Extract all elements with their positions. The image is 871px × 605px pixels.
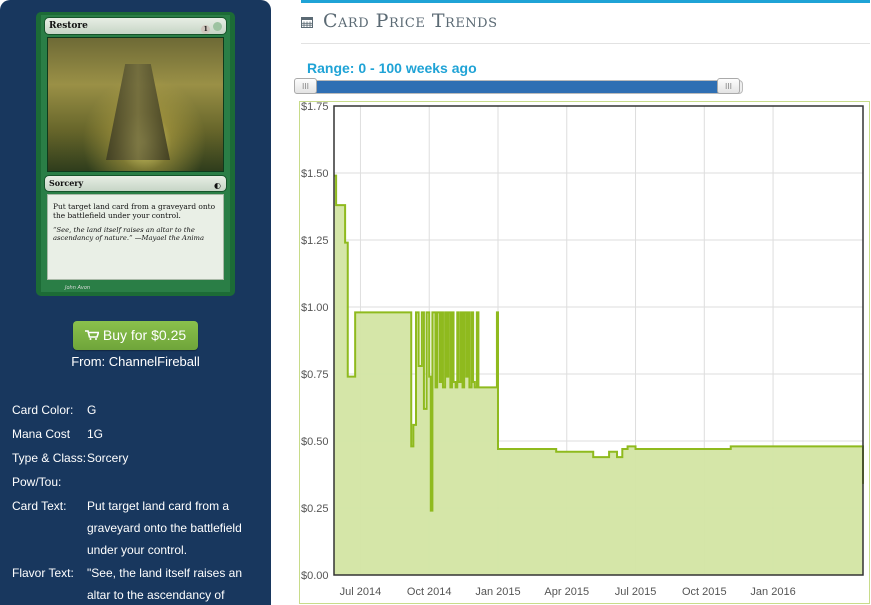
- detail-label: Pow/Tou:: [12, 475, 62, 489]
- detail-value: 1G: [87, 427, 104, 441]
- x-tick-label: Jan 2016: [750, 586, 795, 598]
- card-text-box: Put target land card from a graveyard on…: [47, 194, 224, 280]
- set-symbol-icon: ◐: [214, 180, 221, 190]
- x-tick-label: Oct 2015: [682, 586, 727, 598]
- card-frame: Restore 1 Sorcery ◐ Put target land card…: [41, 15, 230, 292]
- y-tick-label: $0.25: [301, 503, 329, 515]
- x-tick-label: Jul 2015: [615, 586, 657, 598]
- card-type-line: Sorcery ◐: [44, 175, 227, 192]
- detail-value: Sorcery: [87, 451, 129, 465]
- section-title-text: Card Price Trends: [323, 10, 498, 32]
- x-tick-label: Jan 2015: [475, 586, 520, 598]
- card-title-bar: Restore 1: [44, 17, 227, 35]
- detail-label: Type & Class:: [12, 451, 87, 465]
- card-flavor-text: “See, the land itself raises an altar to…: [53, 226, 205, 242]
- y-tick-label: $1.75: [301, 101, 329, 113]
- cart-icon: [84, 330, 99, 341]
- green-mana-symbol: [213, 22, 222, 31]
- section-title: Card Price Trends: [301, 10, 498, 32]
- x-tick-label: Apr 2015: [544, 586, 589, 598]
- y-tick-label: $0.50: [301, 436, 329, 448]
- y-tick-label: $1.25: [301, 235, 329, 247]
- detail-value: Put target land card from a graveyard on…: [87, 499, 242, 557]
- detail-value: "See, the land itself raises an altar to…: [87, 566, 243, 602]
- range-slider[interactable]: III III: [294, 78, 743, 94]
- detail-row-card-text: Card Text: Put target land card from a g…: [12, 494, 262, 561]
- range-label: Range: 0 - 100 weeks ago: [307, 60, 477, 76]
- vendor-label: From: ChannelFireball: [71, 354, 200, 369]
- card-art: [47, 37, 224, 172]
- plot-border: [333, 105, 864, 576]
- generic-mana-symbol: 1: [201, 25, 211, 34]
- price-line: [334, 174, 864, 512]
- detail-row-type: Type & Class: Sorcery: [12, 446, 262, 470]
- detail-label: Mana Cost: [12, 427, 71, 441]
- card-name: Restore: [49, 21, 88, 31]
- card-art-tower: [106, 64, 170, 160]
- range-slider-start-handle[interactable]: III: [294, 78, 317, 94]
- accent-bar: [301, 0, 870, 3]
- detail-label: Card Color:: [12, 403, 74, 417]
- detail-value: G: [87, 403, 97, 417]
- detail-row-color: Card Color: G: [12, 398, 262, 422]
- detail-label: Card Text:: [12, 499, 67, 513]
- price-area: [334, 175, 863, 575]
- buy-button-label: Buy for $0.25: [102, 327, 187, 343]
- price-chart: $0.00 $0.25 $0.50 $0.75 $1.00 $1.25 $1.50 $1.75…: [299, 101, 870, 604]
- x-tick-label: Oct 2014: [407, 586, 452, 598]
- card-type: Sorcery: [49, 178, 84, 188]
- buy-button[interactable]: Buy for $0.25: [73, 321, 198, 350]
- detail-row-pow-tou: Pow/Tou:: [12, 470, 262, 494]
- detail-row-flavor-text: Flavor Text: "See, the land itself raise…: [12, 561, 262, 605]
- calendar-icon: [301, 17, 313, 28]
- card-artist: John Avon: [65, 285, 91, 291]
- card-details: Card Color: G Mana Cost 1G Type & Class:…: [12, 398, 262, 605]
- y-tick-label: $1.00: [301, 302, 329, 314]
- range-slider-fill: [307, 81, 729, 93]
- card-rules-text: Put target land card from a graveyard on…: [53, 202, 216, 220]
- range-slider-end-handle[interactable]: III: [717, 78, 740, 94]
- y-tick-label: $1.50: [301, 168, 329, 180]
- y-tick-label: $0.75: [301, 369, 329, 381]
- title-divider: [301, 43, 870, 44]
- y-tick-label: $0.00: [301, 570, 329, 582]
- x-tick-label: Jul 2014: [340, 586, 382, 598]
- detail-row-mana-cost: Mana Cost 1G: [12, 422, 262, 446]
- detail-value: [87, 470, 262, 494]
- detail-label: Flavor Text:: [12, 566, 74, 580]
- card-image: Restore 1 Sorcery ◐ Put target land card…: [36, 12, 235, 296]
- card-panel: Restore 1 Sorcery ◐ Put target land card…: [0, 0, 271, 605]
- card-cost-symbols: 1: [201, 20, 222, 36]
